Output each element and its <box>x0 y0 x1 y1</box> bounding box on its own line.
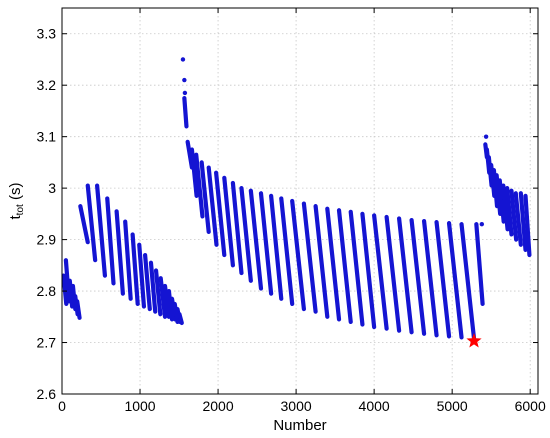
x-tick-label: 1000 <box>124 398 155 414</box>
x-axis-label: Number <box>273 417 326 434</box>
data-stripe <box>513 191 523 247</box>
data-stripe <box>194 152 205 219</box>
data-stripe <box>123 219 133 301</box>
data-point <box>182 90 188 96</box>
x-tick-label: 6000 <box>515 398 546 414</box>
data-stripe <box>182 95 189 129</box>
data-stripe <box>501 183 510 232</box>
y-tick-label: 3.1 <box>37 129 57 145</box>
data-stripe <box>494 173 503 216</box>
data-stripe <box>269 193 284 301</box>
y-axis-label-subscript: tot <box>15 204 26 215</box>
x-tick-label: 2000 <box>202 398 233 414</box>
data-stripe <box>279 196 295 307</box>
data-stripe <box>372 213 389 331</box>
data-stripe <box>459 222 477 341</box>
data-stripe <box>301 201 318 314</box>
grid-lines <box>61 8 538 395</box>
data-stripe <box>518 191 528 252</box>
data-point <box>182 77 187 83</box>
axes: 0 1000 2000 3000 4000 5000 6000 2.6 2.7 2.8 2.9 3 3.… <box>37 8 546 414</box>
plot-frame <box>61 7 539 395</box>
data-stripe <box>421 218 439 338</box>
y-tick-label: 3.3 <box>37 26 57 42</box>
data-stripe <box>67 278 75 309</box>
data-stripe <box>290 198 307 312</box>
data-point <box>483 134 489 139</box>
data-stripe <box>230 180 244 276</box>
data-stripe <box>63 258 72 304</box>
x-tick-label: 0 <box>58 398 66 414</box>
data-stripe <box>78 204 90 245</box>
data-stripe <box>222 175 235 268</box>
data-stripe <box>523 193 532 258</box>
data-point <box>479 221 485 227</box>
y-tick-label: 2.9 <box>37 232 57 248</box>
data-series <box>61 57 532 348</box>
y-tick-label: 2.8 <box>37 283 57 299</box>
data-stripe <box>75 299 82 320</box>
data-stripe <box>446 221 464 340</box>
y-tick-label: 3.2 <box>37 77 57 93</box>
data-stripe <box>397 216 414 335</box>
data-stripe <box>336 208 353 325</box>
y-tick-label: 2.7 <box>37 335 57 351</box>
data-stripe <box>158 276 168 319</box>
data-stripe <box>177 312 184 326</box>
data-stripe <box>497 178 506 224</box>
data-stripe <box>130 232 140 307</box>
x-tick-label: 4000 <box>359 398 390 414</box>
data-stripe <box>153 268 163 317</box>
y-tick-label: 2.6 <box>37 386 57 402</box>
data-stripe <box>384 214 402 333</box>
data-stripe <box>199 160 211 234</box>
data-stripe <box>348 209 365 327</box>
data-stripe <box>85 183 98 263</box>
data-stripe <box>509 188 519 242</box>
data-stripe <box>143 252 152 312</box>
x-tick-label: 3000 <box>281 398 312 414</box>
data-stripe <box>474 222 485 307</box>
data-stripe <box>491 168 500 209</box>
data-stripe <box>61 273 69 307</box>
data-stripe <box>325 206 342 322</box>
y-axis-label-unit: (s) <box>7 183 24 205</box>
data-stripe <box>114 209 125 296</box>
data-stripe <box>313 204 330 319</box>
data-stripe <box>95 183 108 278</box>
data-stripe <box>137 242 147 309</box>
data-stripe <box>239 186 253 283</box>
data-stripe <box>189 147 199 198</box>
data-stripe <box>162 283 172 319</box>
data-stripe <box>166 288 175 322</box>
y-tick-label: 3 <box>48 180 56 196</box>
x-tick-label: 5000 <box>437 398 468 414</box>
data-stripe <box>360 211 377 330</box>
y-axis-label-main: t <box>7 214 24 219</box>
data-stripe <box>214 170 227 258</box>
y-axis-label: ttot (s) <box>7 183 26 220</box>
data-stripe <box>258 191 274 296</box>
data-stripe <box>434 220 452 339</box>
data-stripe <box>148 260 158 314</box>
data-stripe <box>105 196 116 286</box>
data-stripe <box>505 186 514 237</box>
data-point <box>180 57 186 62</box>
highlight-star-marker <box>466 332 482 348</box>
data-stripe <box>206 165 219 247</box>
data-stripe <box>409 217 427 336</box>
data-stripe <box>248 188 264 291</box>
